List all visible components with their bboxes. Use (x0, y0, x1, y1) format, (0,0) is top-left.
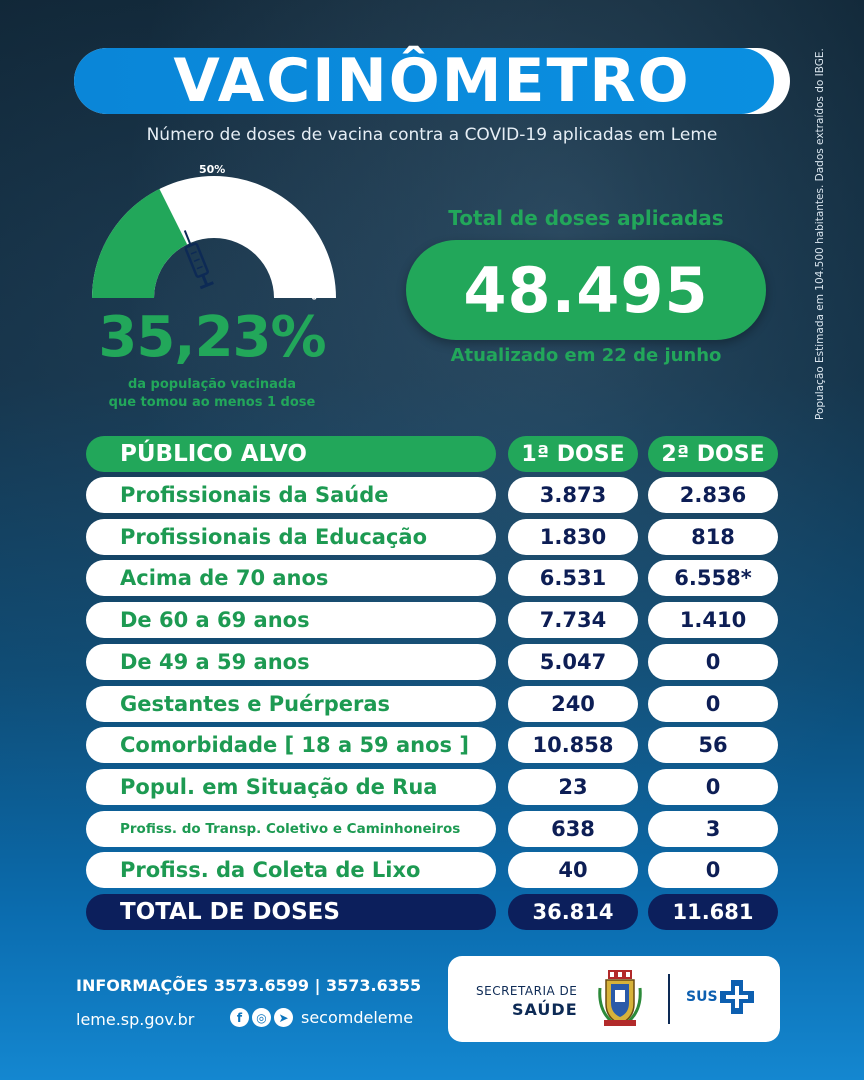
row-dose1: 7.734 (508, 602, 638, 638)
row-dose1: 5.047 (508, 644, 638, 680)
row-dose2: 2.836 (648, 477, 778, 513)
row-group: Popul. em Situação de Rua (86, 769, 496, 805)
header-dose1: 1ª DOSE (508, 436, 638, 472)
percent-caption-line2: que tomou ao menos 1 dose (108, 395, 316, 410)
telegram-icon[interactable]: ➤ (274, 1008, 293, 1027)
gauge-fill (92, 188, 188, 298)
row-group: Comorbidade [ 18 a 59 anos ] (86, 727, 496, 763)
total-group: TOTAL DE DOSES (86, 894, 496, 930)
row-dose1: 23 (508, 769, 638, 805)
sus-label: SUS (686, 989, 718, 1005)
row-group: Acima de 70 anos (86, 560, 496, 596)
row-dose2: 818 (648, 519, 778, 555)
syringe-icon (183, 230, 214, 290)
sus-cross-icon (720, 980, 754, 1014)
row-dose2: 0 (648, 769, 778, 805)
updated-date: Atualizado em 22 de junho (450, 345, 722, 366)
instagram-icon[interactable]: ◎ (252, 1008, 271, 1027)
population-note: População Estimada em 104.500 habitantes… (814, 48, 826, 420)
total-doses-pill: 48.495 (406, 240, 766, 340)
row-dose1: 1.830 (508, 519, 638, 555)
row-dose1: 638 (508, 811, 638, 847)
header-group: PÚBLICO ALVO (86, 436, 496, 472)
row-group: De 49 a 59 anos (86, 644, 496, 680)
row-dose2: 0 (648, 686, 778, 722)
logo-card: SECRETARIA DE SAÚDE SUS (448, 956, 780, 1042)
row-dose2: 0 (648, 644, 778, 680)
row-dose2: 0 (648, 852, 778, 888)
row-group: Profissionais da Saúde (86, 477, 496, 513)
row-dose2: 6.558* (648, 560, 778, 596)
total-doses-value: 48.495 (463, 253, 709, 327)
total-doses-title: Total de doses aplicadas (448, 206, 724, 230)
percent-caption-line1: da população vacinada (127, 377, 297, 392)
social-handle[interactable]: secomdeleme (301, 1008, 414, 1027)
vaccinated-percent: 35,23% (98, 305, 326, 370)
row-group: Profissionais da Educação (86, 519, 496, 555)
row-dose1: 240 (508, 686, 638, 722)
title-banner: VACINÔMETRO (74, 48, 790, 114)
row-dose2: 1.410 (648, 602, 778, 638)
vaccination-gauge (92, 176, 336, 298)
row-dose1: 40 (508, 852, 638, 888)
gauge-label-50: 50% (199, 163, 226, 176)
facebook-icon[interactable]: f (230, 1008, 249, 1027)
website-link[interactable]: leme.sp.gov.br (76, 1010, 195, 1029)
percent-caption: da população vacinada que tomou ao menos… (92, 376, 332, 412)
row-group: De 60 a 69 anos (86, 602, 496, 638)
row-dose2: 56 (648, 727, 778, 763)
saude-label: SAÚDE (512, 1000, 578, 1019)
row-dose1: 6.531 (508, 560, 638, 596)
row-dose2: 3 (648, 811, 778, 847)
secretaria-label: SECRETARIA DE (476, 984, 578, 998)
total-dose2: 11.681 (648, 894, 778, 930)
title-banner-blue (74, 48, 774, 114)
total-dose1: 36.814 (508, 894, 638, 930)
logo-divider (668, 974, 670, 1024)
page-title: VACINÔMETRO (173, 46, 691, 116)
row-dose1: 10.858 (508, 727, 638, 763)
city-crest-icon (598, 970, 642, 1026)
row-group: Profiss. do Transp. Coletivo e Caminhone… (86, 811, 496, 847)
social-links: f ◎ ➤ secomdeleme (230, 1008, 413, 1027)
row-dose1: 3.873 (508, 477, 638, 513)
row-group: Profiss. da Coleta de Lixo (86, 852, 496, 888)
contact-info: INFORMAÇÕES 3573.6599 | 3573.6355 (76, 976, 422, 995)
gauge-label-100: 100% (309, 266, 322, 300)
header-dose2: 2ª DOSE (648, 436, 778, 472)
page-subtitle: Número de doses de vacina contra a COVID… (146, 125, 718, 145)
row-group: Gestantes e Puérperas (86, 686, 496, 722)
